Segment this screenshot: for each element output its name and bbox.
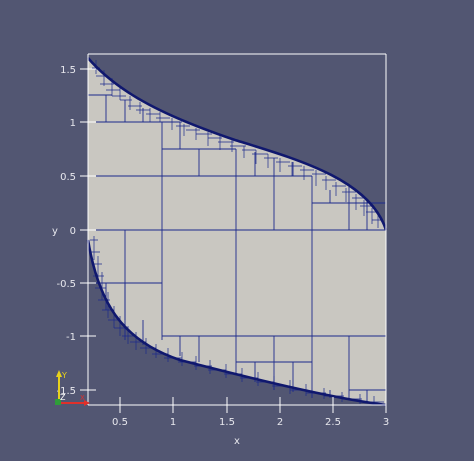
y-axis-title: y xyxy=(52,226,58,237)
y-tick-label: 0.5 xyxy=(60,172,76,183)
y-tick-label: -0.5 xyxy=(56,279,76,290)
y-ticks xyxy=(80,68,96,391)
x-tick-label: 0.5 xyxy=(112,417,128,428)
y-tick-label: 1 xyxy=(70,118,76,129)
domain-boundary-lower xyxy=(86,239,387,407)
mesh-cells-upper xyxy=(88,94,386,231)
y-tick-label: 1.5 xyxy=(60,65,76,76)
y-arrow-head xyxy=(56,370,62,377)
y-axis-letter: Y xyxy=(61,371,67,380)
axes-frame xyxy=(87,53,387,406)
x-tick-label: 1 xyxy=(170,417,176,428)
x-tick-label: 2.5 xyxy=(325,417,341,428)
z-axis-marker xyxy=(55,399,61,405)
orientation-axes-widget[interactable]: Y Z X xyxy=(55,370,90,406)
x-axis-title: x xyxy=(234,436,240,447)
x-tick-label: 1.5 xyxy=(219,417,235,428)
y-tick-label: -1 xyxy=(66,332,76,343)
x-tick-label: 3 xyxy=(383,417,389,428)
z-axis-letter: Z xyxy=(60,393,66,402)
y-tick-label: -1.5 xyxy=(56,386,76,397)
x-ticks xyxy=(119,397,387,413)
x-axis-letter: X xyxy=(80,394,85,402)
x-arrow-head xyxy=(84,400,90,406)
domain-boundary xyxy=(87,57,388,231)
x-tick-label: 2 xyxy=(277,417,283,428)
y-tick-label: 0 xyxy=(70,226,76,237)
domain-region xyxy=(88,58,386,405)
